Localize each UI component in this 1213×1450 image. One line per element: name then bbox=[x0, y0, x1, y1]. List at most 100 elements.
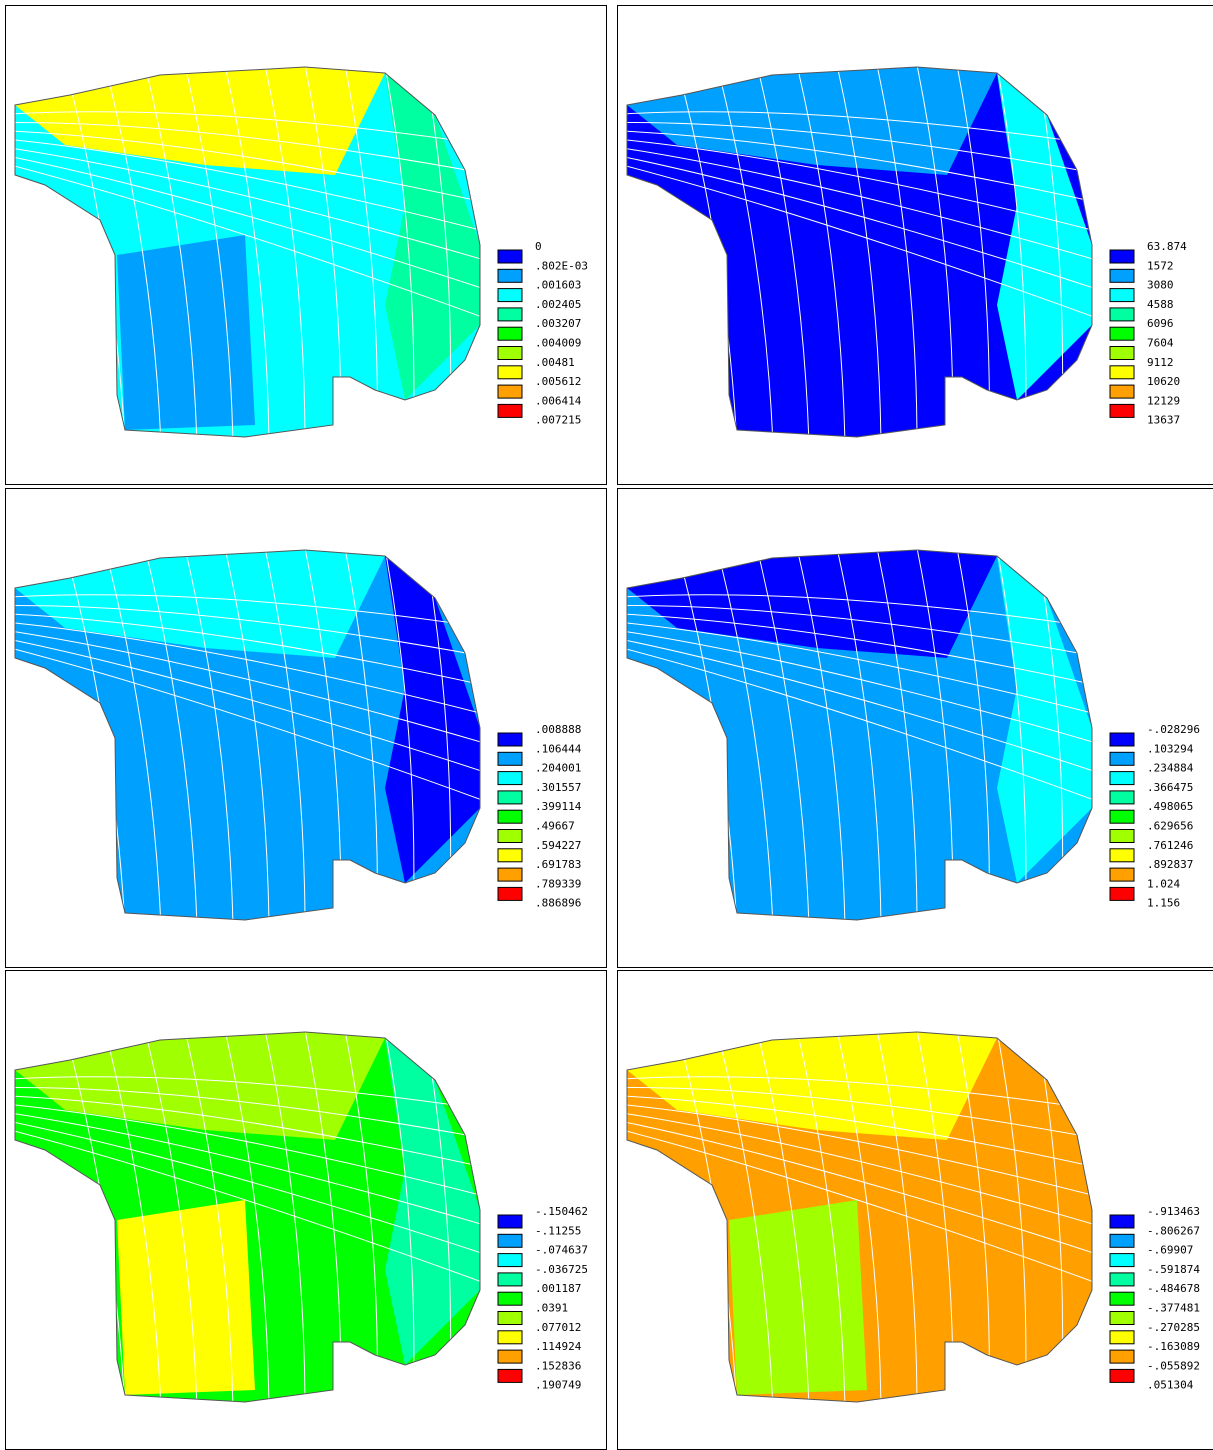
legend-label: -.377481 bbox=[1147, 1302, 1200, 1315]
legend-label: .051304 bbox=[1147, 1379, 1194, 1392]
legend-swatch bbox=[497, 1272, 523, 1287]
contour-region bbox=[627, 67, 997, 175]
legend-label: -.150462 bbox=[535, 1205, 588, 1218]
plot-panel: -.028296 .103294 .234884 .366475 .498065 .629… bbox=[617, 488, 1213, 968]
legend-swatch bbox=[1109, 326, 1135, 341]
legend-label: .003207 bbox=[535, 317, 581, 330]
legend-label: .234884 bbox=[1147, 762, 1194, 775]
contour-region bbox=[385, 1038, 480, 1365]
contour-region bbox=[627, 550, 997, 658]
legend-label: 63.874 bbox=[1147, 240, 1187, 253]
legend-swatch bbox=[1109, 771, 1135, 786]
legend-swatch bbox=[497, 1330, 523, 1345]
legend-swatch bbox=[497, 288, 523, 303]
model-outline bbox=[626, 66, 1093, 438]
legend-swatch bbox=[1109, 848, 1135, 863]
mesh-line bbox=[184, 1032, 234, 1402]
legend-swatch bbox=[1109, 1253, 1135, 1268]
legend-label: -.028296 bbox=[1147, 723, 1200, 736]
mesh-line bbox=[627, 1122, 1092, 1253]
legend-label: .498065 bbox=[1147, 800, 1193, 813]
mesh-line bbox=[15, 1113, 480, 1225]
legend-swatch bbox=[1109, 867, 1135, 882]
legend-swatch bbox=[497, 326, 523, 341]
legend-swatch bbox=[497, 249, 523, 264]
legend-swatch bbox=[497, 771, 523, 786]
legend-swatch bbox=[1109, 365, 1135, 380]
legend-swatch bbox=[497, 346, 523, 360]
legend-label: .366475 bbox=[1147, 781, 1193, 794]
legend-swatch bbox=[497, 384, 523, 399]
mesh-line bbox=[627, 139, 1092, 231]
legend-swatch bbox=[497, 1214, 523, 1229]
contour-region bbox=[15, 1032, 385, 1140]
legend-label: .00481 bbox=[535, 356, 575, 369]
legend-swatch bbox=[1109, 249, 1135, 264]
contour-region bbox=[627, 1032, 997, 1140]
mesh-line bbox=[627, 148, 1092, 260]
mesh-line bbox=[15, 594, 480, 628]
plot-panel: 0 .802E-03 .001603 .002405 .003207 .004009 .00… bbox=[5, 5, 607, 485]
legend-label: 1.024 bbox=[1147, 877, 1180, 890]
legend-label: .802E-03 bbox=[535, 259, 588, 272]
legend-label: .005612 bbox=[535, 375, 581, 388]
contour-region bbox=[997, 73, 1092, 400]
mesh-line bbox=[716, 1032, 774, 1402]
legend-swatch bbox=[1109, 346, 1135, 360]
legend-label: -.806267 bbox=[1147, 1224, 1200, 1237]
mesh-line bbox=[627, 1095, 1092, 1167]
legend-label: .190749 bbox=[535, 1379, 581, 1392]
legend-swatch bbox=[497, 848, 523, 863]
model-outline bbox=[14, 66, 481, 438]
mesh-line bbox=[996, 67, 1027, 437]
mesh-line bbox=[15, 1076, 480, 1110]
contour-region bbox=[15, 550, 385, 658]
legend-swatch bbox=[497, 1253, 523, 1268]
mesh-line bbox=[836, 67, 882, 437]
legend-swatch bbox=[1109, 384, 1135, 399]
mesh-line bbox=[836, 550, 882, 920]
mesh-line bbox=[716, 550, 774, 920]
contour-region bbox=[117, 1200, 255, 1395]
mesh-line bbox=[876, 550, 918, 920]
model-outline bbox=[14, 1031, 481, 1403]
legend-label: .301557 bbox=[535, 781, 581, 794]
mesh-line bbox=[144, 67, 198, 437]
mesh-line bbox=[627, 1076, 1092, 1110]
mesh-line bbox=[15, 148, 480, 260]
legend-label: .892837 bbox=[1147, 858, 1193, 871]
mesh-line bbox=[756, 550, 810, 920]
contour-region bbox=[997, 556, 1092, 883]
mesh-line bbox=[15, 1087, 480, 1138]
mesh-line bbox=[144, 1032, 198, 1402]
model-outline bbox=[626, 1031, 1093, 1403]
mesh-line bbox=[224, 67, 270, 437]
legend-swatch bbox=[1109, 288, 1135, 303]
legend-label: .204001 bbox=[535, 762, 581, 775]
mesh-line bbox=[384, 67, 415, 437]
legend-label: .691783 bbox=[535, 858, 581, 871]
legend-label: -.913463 bbox=[1147, 1205, 1200, 1218]
legend-swatch bbox=[497, 1233, 523, 1248]
mesh-line bbox=[716, 67, 774, 437]
legend-label: -.69907 bbox=[1147, 1244, 1193, 1257]
legend-label: 12129 bbox=[1147, 394, 1180, 407]
legend-label: -.074637 bbox=[535, 1244, 588, 1257]
legend-swatch bbox=[497, 307, 523, 322]
mesh-line bbox=[384, 550, 415, 920]
mesh-line bbox=[876, 1032, 918, 1402]
mesh-line bbox=[627, 1104, 1092, 1196]
mesh-line bbox=[15, 631, 480, 743]
legend-label: .789339 bbox=[535, 877, 581, 890]
legend-label: .399114 bbox=[535, 800, 582, 813]
mesh-line bbox=[627, 1087, 1092, 1138]
contour-region bbox=[117, 235, 255, 430]
contour-region bbox=[15, 67, 385, 175]
mesh-line bbox=[627, 1113, 1092, 1225]
mesh-line bbox=[627, 130, 1092, 202]
legend-label: .114924 bbox=[535, 1340, 582, 1353]
mesh-line bbox=[15, 111, 480, 145]
mesh-line bbox=[836, 1032, 882, 1402]
legend-swatch bbox=[1109, 1272, 1135, 1287]
